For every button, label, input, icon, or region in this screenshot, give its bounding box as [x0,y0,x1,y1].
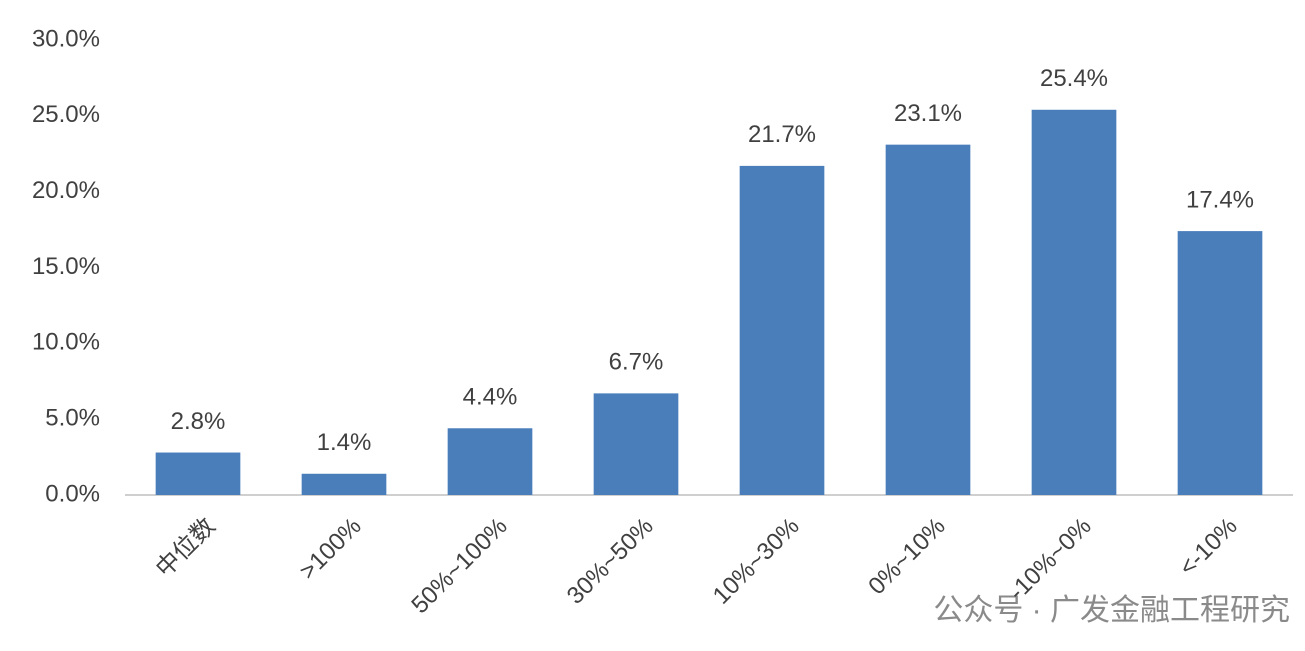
y-tick-label: 15.0% [32,253,100,280]
bar [447,428,533,495]
y-tick-label: 0.0% [45,480,100,507]
y-tick-label: 10.0% [32,329,100,356]
value-label: 6.7% [609,349,664,376]
x-tick-label: >100% [294,513,366,585]
x-tick-label: 0%~10% [863,513,951,601]
bar [593,393,679,495]
value-label: 17.4% [1186,186,1254,213]
value-label: 21.7% [748,121,816,148]
value-label: 23.1% [894,100,962,127]
y-tick-label: 30.0% [32,25,100,52]
y-tick-label: 5.0% [45,405,100,432]
y-tick-label: 20.0% [32,177,100,204]
value-label: 25.4% [1040,65,1108,92]
x-tick-label: 50%~100% [406,513,512,619]
x-tick-label: -10%~0% [1004,513,1097,606]
watermark: 公众号 · 广发金融工程研究 [933,594,1290,627]
bar [885,144,971,495]
x-tick-label: <-10% [1174,513,1243,582]
bar [1177,231,1263,495]
bar [1031,109,1117,496]
y-tick-label: 25.0% [32,101,100,128]
value-label: 4.4% [463,384,518,411]
x-tick-label: 30%~50% [562,513,659,610]
bar [739,165,825,495]
bar [301,473,387,495]
x-tick-label: 10%~30% [708,513,805,610]
x-tick-label: 中位数 [151,513,221,583]
value-label: 2.8% [171,408,226,435]
value-label: 1.4% [317,429,372,456]
bar [155,452,241,495]
